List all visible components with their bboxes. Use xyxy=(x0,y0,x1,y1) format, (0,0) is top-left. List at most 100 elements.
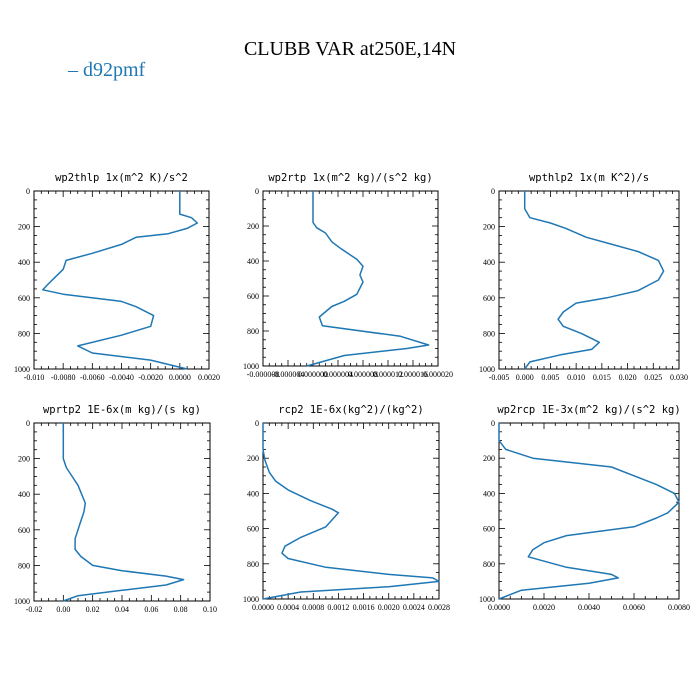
plot-frame xyxy=(262,422,440,600)
x-tick-label: -0.000004 xyxy=(272,370,305,379)
x-tick-label: 0.0024 xyxy=(403,603,425,612)
panel-1: wp2thlp 1x(m^2 K)/s^2 -0.010 -0.0080 -0.006… xyxy=(14,172,220,382)
x-tick-label: -0.005 xyxy=(489,373,510,382)
x-tick-label: 0.04 xyxy=(115,605,129,614)
y-tick-label: 0 xyxy=(491,419,495,428)
y-tick-label: 400 xyxy=(247,489,259,498)
x-tick-label: 0.000012 xyxy=(373,370,403,379)
y-tick-label: 1000 xyxy=(479,595,495,604)
figure-title: CLUBB VAR at250E,14N xyxy=(244,38,456,60)
profile-line xyxy=(42,191,199,370)
legend-entry: – d92pmf xyxy=(67,59,146,81)
y-tick-label: 200 xyxy=(483,454,495,463)
x-tick-label: 0.0000 xyxy=(252,603,274,612)
profile-line xyxy=(523,191,665,370)
legend-dash: – xyxy=(67,59,83,81)
y-tick-label: 0 xyxy=(26,419,30,428)
plot-frame xyxy=(498,422,680,600)
x-tick-label: 0.000020 xyxy=(423,370,453,379)
x-tick-label: -0.010 xyxy=(24,373,45,382)
x-tick-label: -0.0080 xyxy=(51,373,76,382)
y-tick-label: 1000 xyxy=(243,595,259,604)
profile-line xyxy=(262,423,440,600)
y-tick-label: 400 xyxy=(483,489,495,498)
y-tick-label: 600 xyxy=(483,525,495,534)
y-tick-label: 0 xyxy=(255,187,259,196)
y-tick-label: 1000 xyxy=(479,365,495,374)
y-tick-label: 600 xyxy=(483,294,495,303)
x-tick-label: 0.0004 xyxy=(277,603,299,612)
y-tick-label: 600 xyxy=(247,525,259,534)
x-tick-label: 0.000008 xyxy=(348,370,378,379)
y-tick-label: 200 xyxy=(483,223,495,232)
y-tick-label: 0 xyxy=(26,187,30,196)
legend: – d92pmf xyxy=(67,59,146,81)
profile-line xyxy=(306,191,430,367)
plot-frame xyxy=(33,190,210,370)
panel-3: wpthlp2 1x(m K^2)/s -0.005 0.000 0.005 0.010… xyxy=(479,172,688,382)
legend-label: d92pmf xyxy=(83,59,146,81)
x-tick-label: 0.0020 xyxy=(378,603,400,612)
y-tick-label: 400 xyxy=(18,490,30,499)
profile-line xyxy=(498,423,680,600)
y-tick-label: 600 xyxy=(247,292,259,301)
y-tick-label: 1000 xyxy=(243,362,259,371)
x-tick-label: 0.0020 xyxy=(533,603,555,612)
x-tick-label: 0.025 xyxy=(644,373,662,382)
x-tick-label: 0.06 xyxy=(144,605,158,614)
y-tick-label: 400 xyxy=(247,257,259,266)
x-tick-label: -0.000008 xyxy=(247,370,280,379)
x-tick-label: 0.0000 xyxy=(488,603,510,612)
y-tick-label: 600 xyxy=(18,294,30,303)
x-tick-label: 0.08 xyxy=(174,605,188,614)
y-tick-label: 400 xyxy=(18,258,30,267)
x-tick-label: 0.010 xyxy=(567,373,585,382)
y-tick-label: 200 xyxy=(247,454,259,463)
x-tick-label: -0.0040 xyxy=(109,373,134,382)
x-tick-label: -0.0060 xyxy=(80,373,105,382)
panel-title: wp2thlp 1x(m^2 K)/s^2 xyxy=(55,172,188,184)
x-tick-label: 0.0012 xyxy=(327,603,349,612)
x-tick-label: -0.0020 xyxy=(138,373,163,382)
y-tick-label: 200 xyxy=(18,455,30,464)
x-tick-label: 0.000004 xyxy=(323,370,353,379)
panel-6: wp2rcp 1E-3x(m^2 kg)/(s^2 kg) 0.0000 0.002… xyxy=(479,404,690,612)
x-tick-label: 0.10 xyxy=(203,605,217,614)
panel-title: wprtp2 1E-6x(m kg)/(s kg) xyxy=(43,404,201,416)
panel-grid: wp2thlp 1x(m^2 K)/s^2 -0.010 -0.0080 -0.006… xyxy=(14,172,690,614)
x-tick-label: 0.02 xyxy=(86,605,100,614)
x-tick-label: 0.020 xyxy=(619,373,637,382)
x-tick-label: 0.005 xyxy=(541,373,559,382)
x-tick-label: 0.0000 xyxy=(169,373,191,382)
y-tick-label: 800 xyxy=(483,329,495,338)
y-tick-label: 800 xyxy=(247,560,259,569)
x-tick-label: 0.000016 xyxy=(398,370,428,379)
panel-title: wp2rcp 1E-3x(m^2 kg)/(s^2 kg) xyxy=(497,404,680,416)
x-tick-label: 0.0040 xyxy=(578,603,600,612)
x-tick-label: 0.0060 xyxy=(623,603,645,612)
x-tick-label: 0.00 xyxy=(56,605,70,614)
profile-line xyxy=(62,423,185,602)
y-tick-label: 1000 xyxy=(14,365,30,374)
y-tick-label: 800 xyxy=(18,561,30,570)
x-tick-label: 0.0020 xyxy=(198,373,220,382)
y-tick-label: 200 xyxy=(247,222,259,231)
x-tick-label: 0.000000 xyxy=(298,370,328,379)
y-tick-label: 800 xyxy=(483,560,495,569)
y-tick-label: 800 xyxy=(247,327,259,336)
plot-frame xyxy=(498,190,680,370)
x-tick-label: 0.0008 xyxy=(302,603,324,612)
x-tick-label: 0.030 xyxy=(670,373,688,382)
x-tick-label: 0.0028 xyxy=(428,603,450,612)
y-tick-label: 200 xyxy=(18,223,30,232)
panel-title: rcp2 1E-6x(kg^2)/(kg^2) xyxy=(278,404,423,416)
x-tick-label: 0.0016 xyxy=(353,603,375,612)
panel-5: rcp2 1E-6x(kg^2)/(kg^2) 0.0000 0.0004 0.000… xyxy=(243,404,450,612)
x-tick-label: 0.015 xyxy=(593,373,611,382)
x-tick-label: 0.000 xyxy=(516,373,534,382)
x-tick-label: -0.02 xyxy=(26,605,43,614)
panel-2: wp2rtp 1x(m^2 kg)/(s^2 kg) -0.000008-0.00… xyxy=(243,172,453,379)
y-tick-label: 800 xyxy=(18,329,30,338)
plot-frame xyxy=(33,422,211,602)
